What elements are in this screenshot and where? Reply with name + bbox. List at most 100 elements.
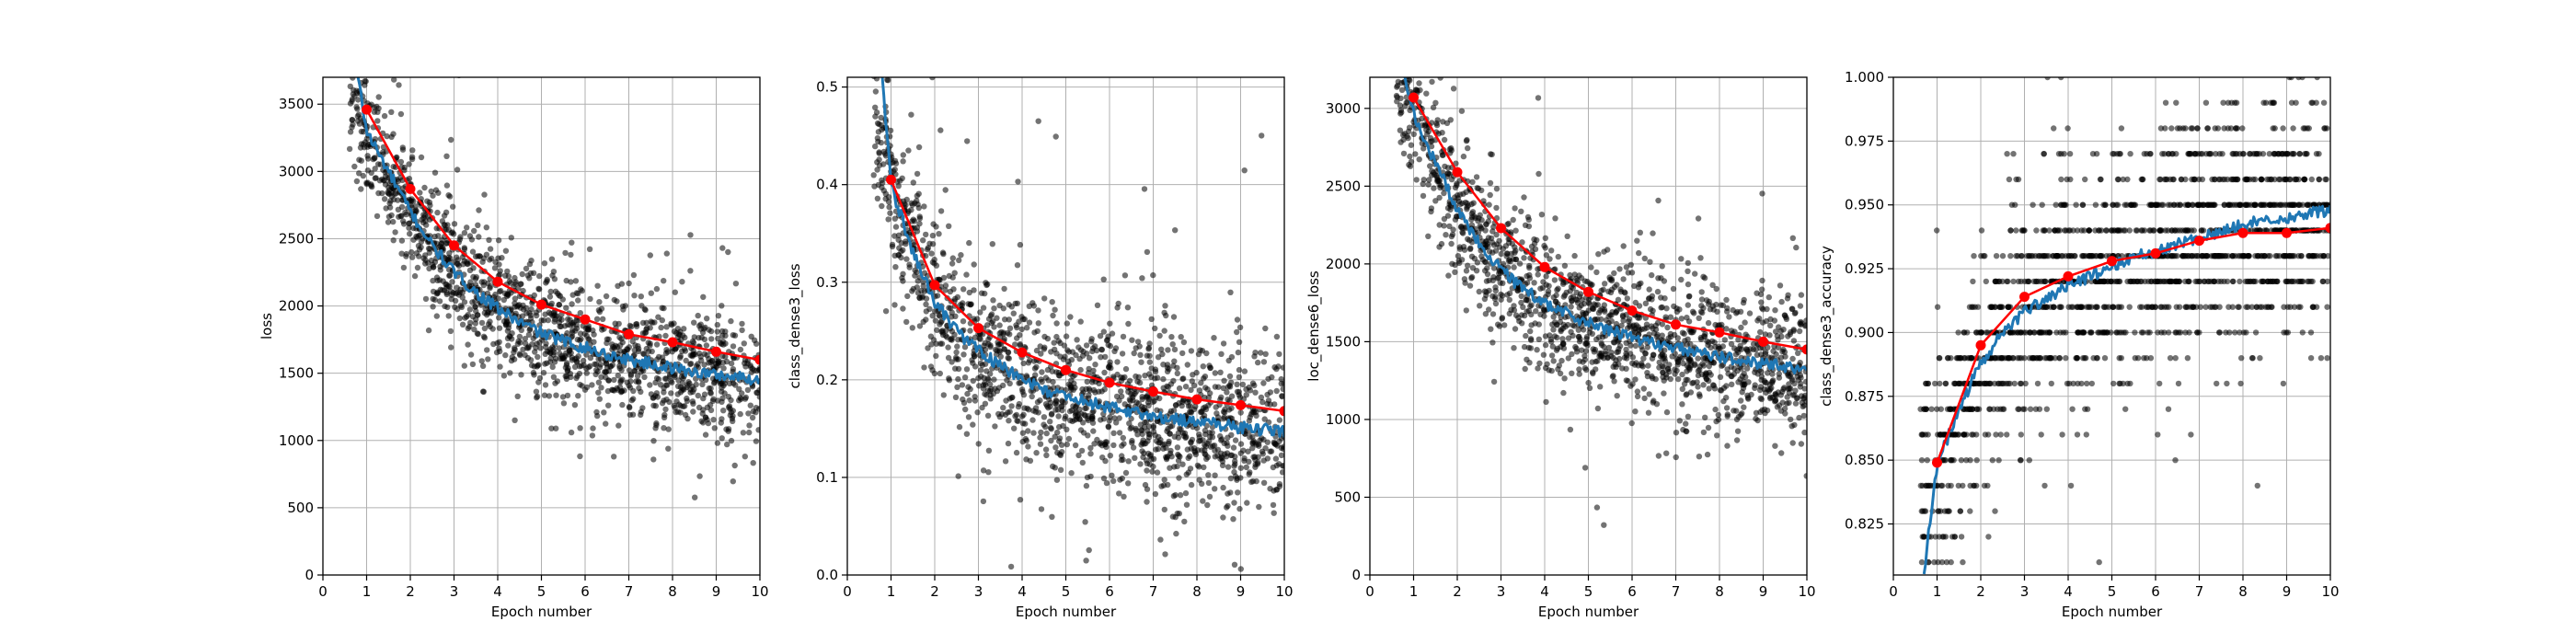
scatter-point xyxy=(553,425,559,431)
scatter-point xyxy=(1582,348,1590,354)
scatter-point xyxy=(1399,69,1405,75)
scatter-point xyxy=(398,250,405,257)
scatter-point xyxy=(874,167,880,173)
scatter-point xyxy=(1595,251,1602,258)
scatter-point xyxy=(672,404,678,411)
scatter-point xyxy=(1512,312,1520,318)
epoch-mean-marker xyxy=(1627,305,1638,316)
scatter-point xyxy=(544,360,550,366)
scatter-point xyxy=(719,435,725,442)
scatter-point xyxy=(1611,378,1617,385)
scatter-point xyxy=(391,77,397,83)
scatter-point xyxy=(1030,358,1038,364)
scatter-point xyxy=(1643,325,1650,331)
scatter-point xyxy=(1662,347,1668,353)
scatter-point xyxy=(1236,505,1243,512)
epoch-mean-marker xyxy=(1148,386,1158,397)
scatter-point xyxy=(1167,423,1174,430)
scatter-point xyxy=(571,363,579,370)
scatter-point xyxy=(1264,439,1271,445)
scatter-point xyxy=(954,384,960,390)
scatter-point xyxy=(1797,372,1804,378)
scatter-point xyxy=(1078,447,1086,454)
scatter-point xyxy=(1742,331,1749,338)
scatter-point xyxy=(1512,205,1518,212)
scatter-point xyxy=(596,396,603,402)
scatter-point xyxy=(633,323,640,329)
scatter-point xyxy=(1253,477,1259,485)
scatter-point xyxy=(1096,388,1102,395)
scatter-point xyxy=(1252,461,1259,467)
scatter-point xyxy=(1548,352,1556,359)
scatter-point xyxy=(1431,169,1437,176)
scatter-point xyxy=(1120,434,1127,442)
scatter-point xyxy=(397,158,405,166)
scatter-point xyxy=(1251,382,1258,389)
epoch-mean-marker xyxy=(1452,167,1463,178)
scatter-point xyxy=(1038,351,1044,357)
scatter-point xyxy=(903,318,910,326)
scatter-point xyxy=(1161,506,1168,513)
scatter-point xyxy=(1224,450,1231,456)
scatter-point xyxy=(347,100,354,107)
scatter-point xyxy=(1066,408,1074,415)
scatter-point xyxy=(1777,282,1784,289)
scatter-point xyxy=(643,329,650,336)
scatter-point xyxy=(707,402,714,408)
scatter-point xyxy=(358,186,364,192)
scatter-point xyxy=(480,282,487,289)
scatter-point xyxy=(1610,373,1616,379)
scatter-point xyxy=(1227,489,1234,496)
scatter-point xyxy=(1547,336,1555,343)
scatter-point xyxy=(1053,477,1061,483)
epoch-mean-marker xyxy=(449,240,459,251)
scatter-point xyxy=(442,303,448,310)
scatter-point xyxy=(1007,563,1015,570)
scatter-point xyxy=(1425,233,1432,239)
scatter-point xyxy=(880,188,887,194)
scatter-point xyxy=(1166,440,1172,447)
scatter-point xyxy=(1039,369,1045,375)
scatter-point xyxy=(1068,470,1075,477)
scatter-point xyxy=(1006,355,1013,362)
scatter-point xyxy=(1666,362,1673,368)
scatter-point xyxy=(595,389,602,396)
scatter-point xyxy=(989,241,996,247)
scatter-point xyxy=(1228,452,1236,458)
scatter-point xyxy=(1645,362,1651,369)
scatter-point xyxy=(687,268,694,274)
scatter-point xyxy=(1569,370,1575,376)
scatter-point xyxy=(1035,118,1041,124)
scatter-point xyxy=(520,287,526,294)
scatter-point xyxy=(1764,305,1770,313)
scatter-point xyxy=(1611,270,1617,277)
scatter-point xyxy=(1719,343,1727,350)
scatter-point xyxy=(1801,429,1807,436)
scatter-point xyxy=(497,268,503,274)
scatter-point xyxy=(1552,215,1558,222)
scatter-point xyxy=(394,154,400,161)
scatter-point xyxy=(719,388,725,395)
scatter-point xyxy=(900,270,906,277)
scatter-point xyxy=(496,325,503,331)
scatter-point xyxy=(1739,389,1745,396)
scatter-point xyxy=(1474,259,1481,266)
scatter-point xyxy=(677,354,684,361)
scatter-point xyxy=(464,224,470,231)
scatter-point xyxy=(1170,408,1178,414)
scatter-point xyxy=(577,425,583,431)
scatter-point xyxy=(1005,329,1011,337)
scatter-point xyxy=(1403,67,1409,73)
scatter-point xyxy=(1526,262,1533,270)
epoch-mean-marker xyxy=(492,276,503,287)
scatter-point xyxy=(1261,416,1268,422)
epoch-mean-marker xyxy=(973,323,983,334)
scatter-point xyxy=(960,318,967,325)
scatter-point xyxy=(1463,268,1470,274)
scatter-point xyxy=(458,304,466,310)
scatter-point xyxy=(996,413,1004,420)
scatter-point xyxy=(1425,181,1432,188)
scatter-point xyxy=(1535,321,1543,328)
scatter-point xyxy=(461,299,468,305)
